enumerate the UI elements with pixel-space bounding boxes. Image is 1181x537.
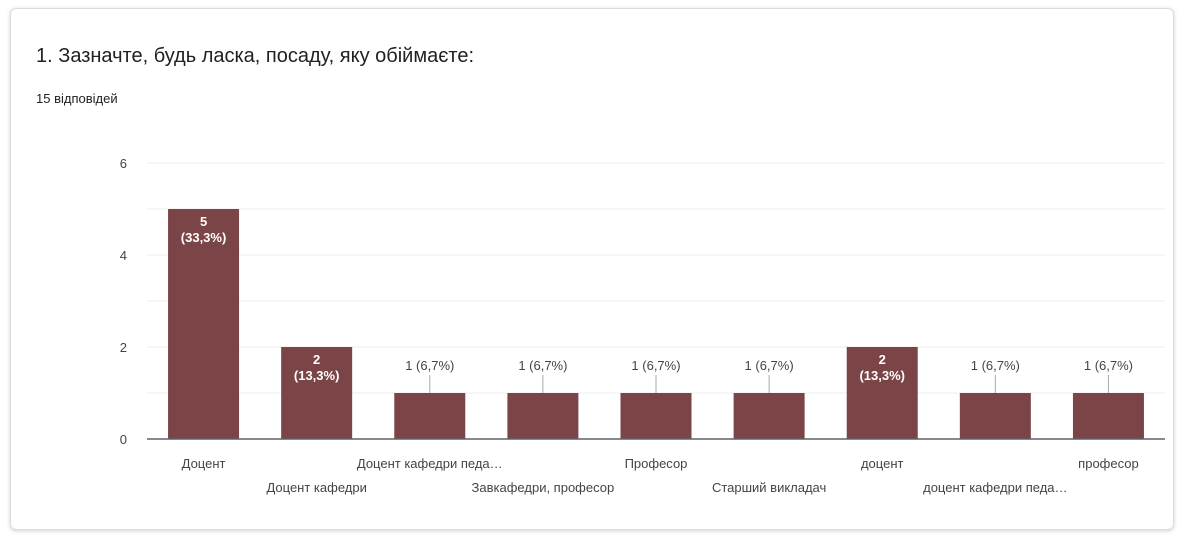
y-tick-label: 6 <box>120 156 127 171</box>
data-label: 2 <box>313 352 320 367</box>
x-category-label: Доцент <box>182 456 226 471</box>
data-label: 1 (6,7%) <box>971 358 1020 373</box>
bar <box>507 393 578 439</box>
bar <box>1073 393 1144 439</box>
bar <box>960 393 1031 439</box>
bar <box>394 393 465 439</box>
x-category-label: доцент <box>861 456 904 471</box>
y-tick-label: 0 <box>120 432 127 447</box>
x-category-label: Старший викладач <box>712 480 826 495</box>
y-tick-label: 2 <box>120 340 127 355</box>
bar <box>621 393 692 439</box>
data-label: 1 (6,7%) <box>745 358 794 373</box>
bar <box>734 393 805 439</box>
question-card: 1. Зазначте, будь ласка, посаду, яку обі… <box>10 8 1174 530</box>
data-label: (13,3%) <box>294 368 340 383</box>
data-label: (13,3%) <box>859 368 905 383</box>
data-label: 1 (6,7%) <box>1084 358 1133 373</box>
data-label: 1 (6,7%) <box>405 358 454 373</box>
x-category-label: Доцент кафедри педа… <box>357 456 503 471</box>
x-category-label: доцент кафедри педа… <box>923 480 1067 495</box>
data-label: 1 (6,7%) <box>631 358 680 373</box>
data-label: (33,3%) <box>181 230 227 245</box>
x-category-label: професор <box>1078 456 1139 471</box>
data-label: 5 <box>200 214 207 229</box>
data-label: 2 <box>879 352 886 367</box>
x-category-label: Доцент кафедри <box>266 480 366 495</box>
x-category-label: Професор <box>625 456 688 471</box>
x-category-label: Завкафедри, професор <box>472 480 615 495</box>
y-tick-label: 4 <box>120 248 127 263</box>
data-label: 1 (6,7%) <box>518 358 567 373</box>
